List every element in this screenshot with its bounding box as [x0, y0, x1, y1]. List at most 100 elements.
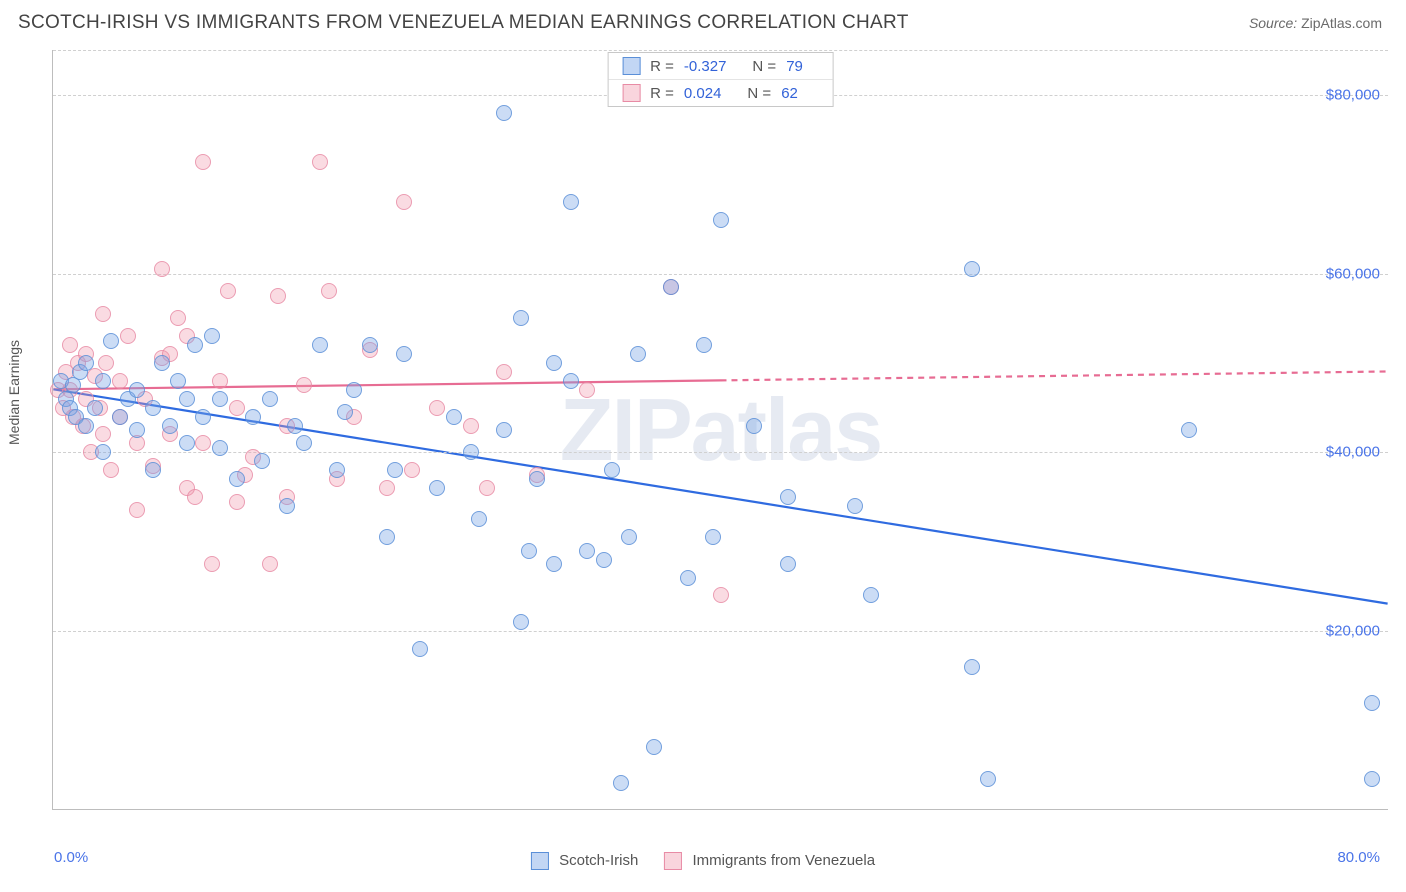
swatch-blue-icon [531, 852, 549, 870]
scatter-point [262, 556, 278, 572]
scatter-point [103, 462, 119, 478]
scatter-point [680, 570, 696, 586]
source-label: Source: [1249, 15, 1297, 31]
scatter-point [170, 310, 186, 326]
scatter-point [713, 587, 729, 603]
scatter-point [329, 462, 345, 478]
scatter-point [596, 552, 612, 568]
scatter-point [270, 288, 286, 304]
scatter-point [563, 194, 579, 210]
scatter-point [204, 556, 220, 572]
scatter-point [479, 480, 495, 496]
scatter-point [229, 471, 245, 487]
scatter-point [296, 435, 312, 451]
swatch-pink [622, 84, 640, 102]
scatter-point [98, 355, 114, 371]
correlation-legend: R = -0.327 N = 79 R = 0.024 N = 62 [607, 52, 834, 107]
scatter-point [980, 771, 996, 787]
scatter-point [847, 498, 863, 514]
scatter-point [154, 261, 170, 277]
scatter-point [112, 409, 128, 425]
scatter-point [780, 489, 796, 505]
scatter-point [863, 587, 879, 603]
gridline [53, 50, 1388, 51]
scatter-point [312, 337, 328, 353]
scatter-point [78, 418, 94, 434]
source-value: ZipAtlas.com [1301, 15, 1382, 31]
scatter-point [312, 154, 328, 170]
scatter-point [513, 310, 529, 326]
scatter-point [696, 337, 712, 353]
scatter-point [95, 373, 111, 389]
scatter-point [187, 337, 203, 353]
scatter-point [604, 462, 620, 478]
scatter-point [630, 346, 646, 362]
scatter-point [321, 283, 337, 299]
scatter-point [387, 462, 403, 478]
scatter-point [229, 494, 245, 510]
legend-item-pink: Immigrants from Venezuela [664, 852, 875, 870]
swatch-blue [622, 57, 640, 75]
scatter-point [195, 154, 211, 170]
scatter-point [705, 529, 721, 545]
scatter-point [964, 261, 980, 277]
scatter-point [103, 333, 119, 349]
y-tick-label: $40,000 [1326, 444, 1380, 461]
chart-source: Source: ZipAtlas.com [1249, 15, 1382, 31]
swatch-pink-icon [664, 852, 682, 870]
scatter-point [129, 502, 145, 518]
x-tick-max: 80.0% [1337, 849, 1380, 866]
scatter-point [220, 283, 236, 299]
scatter-point [546, 355, 562, 371]
scatter-point [145, 400, 161, 416]
series-legend: Scotch-Irish Immigrants from Venezuela [531, 852, 875, 870]
legend-row-blue: R = -0.327 N = 79 [608, 53, 833, 80]
y-tick-label: $60,000 [1326, 265, 1380, 282]
scatter-point [496, 105, 512, 121]
scatter-point [129, 422, 145, 438]
scatter-point [212, 373, 228, 389]
scatter-point [346, 382, 362, 398]
scatter-point [212, 391, 228, 407]
plot-area: ZIPatlas R = -0.327 N = 79 R = 0.024 N =… [52, 50, 1388, 810]
scatter-point [279, 498, 295, 514]
scatter-point [296, 377, 312, 393]
chart-header: SCOTCH-IRISH VS IMMIGRANTS FROM VENEZUEL… [0, 0, 1406, 38]
scatter-point [362, 337, 378, 353]
scatter-point [120, 328, 136, 344]
scatter-point [187, 489, 203, 505]
scatter-point [112, 373, 128, 389]
scatter-point [412, 641, 428, 657]
chart-title: SCOTCH-IRISH VS IMMIGRANTS FROM VENEZUEL… [18, 12, 909, 34]
scatter-point [446, 409, 462, 425]
scatter-point [1364, 695, 1380, 711]
scatter-point [496, 422, 512, 438]
scatter-point [245, 409, 261, 425]
scatter-point [254, 453, 270, 469]
scatter-point [404, 462, 420, 478]
legend-item-blue: Scotch-Irish [531, 852, 638, 870]
scatter-point [579, 382, 595, 398]
scatter-point [287, 418, 303, 434]
gridline [53, 274, 1388, 275]
scatter-point [613, 775, 629, 791]
scatter-point [496, 364, 512, 380]
scatter-point [95, 306, 111, 322]
scatter-point [780, 556, 796, 572]
scatter-point [579, 543, 595, 559]
scatter-point [179, 391, 195, 407]
y-axis-label: Median Earnings [6, 340, 22, 445]
scatter-point [229, 400, 245, 416]
scatter-point [195, 409, 211, 425]
scatter-point [337, 404, 353, 420]
scatter-point [162, 418, 178, 434]
scatter-point [529, 471, 545, 487]
scatter-point [713, 212, 729, 228]
scatter-point [95, 444, 111, 460]
scatter-point [663, 279, 679, 295]
scatter-point [154, 355, 170, 371]
y-tick-label: $20,000 [1326, 623, 1380, 640]
scatter-point [429, 400, 445, 416]
scatter-point [379, 529, 395, 545]
scatter-point [396, 194, 412, 210]
